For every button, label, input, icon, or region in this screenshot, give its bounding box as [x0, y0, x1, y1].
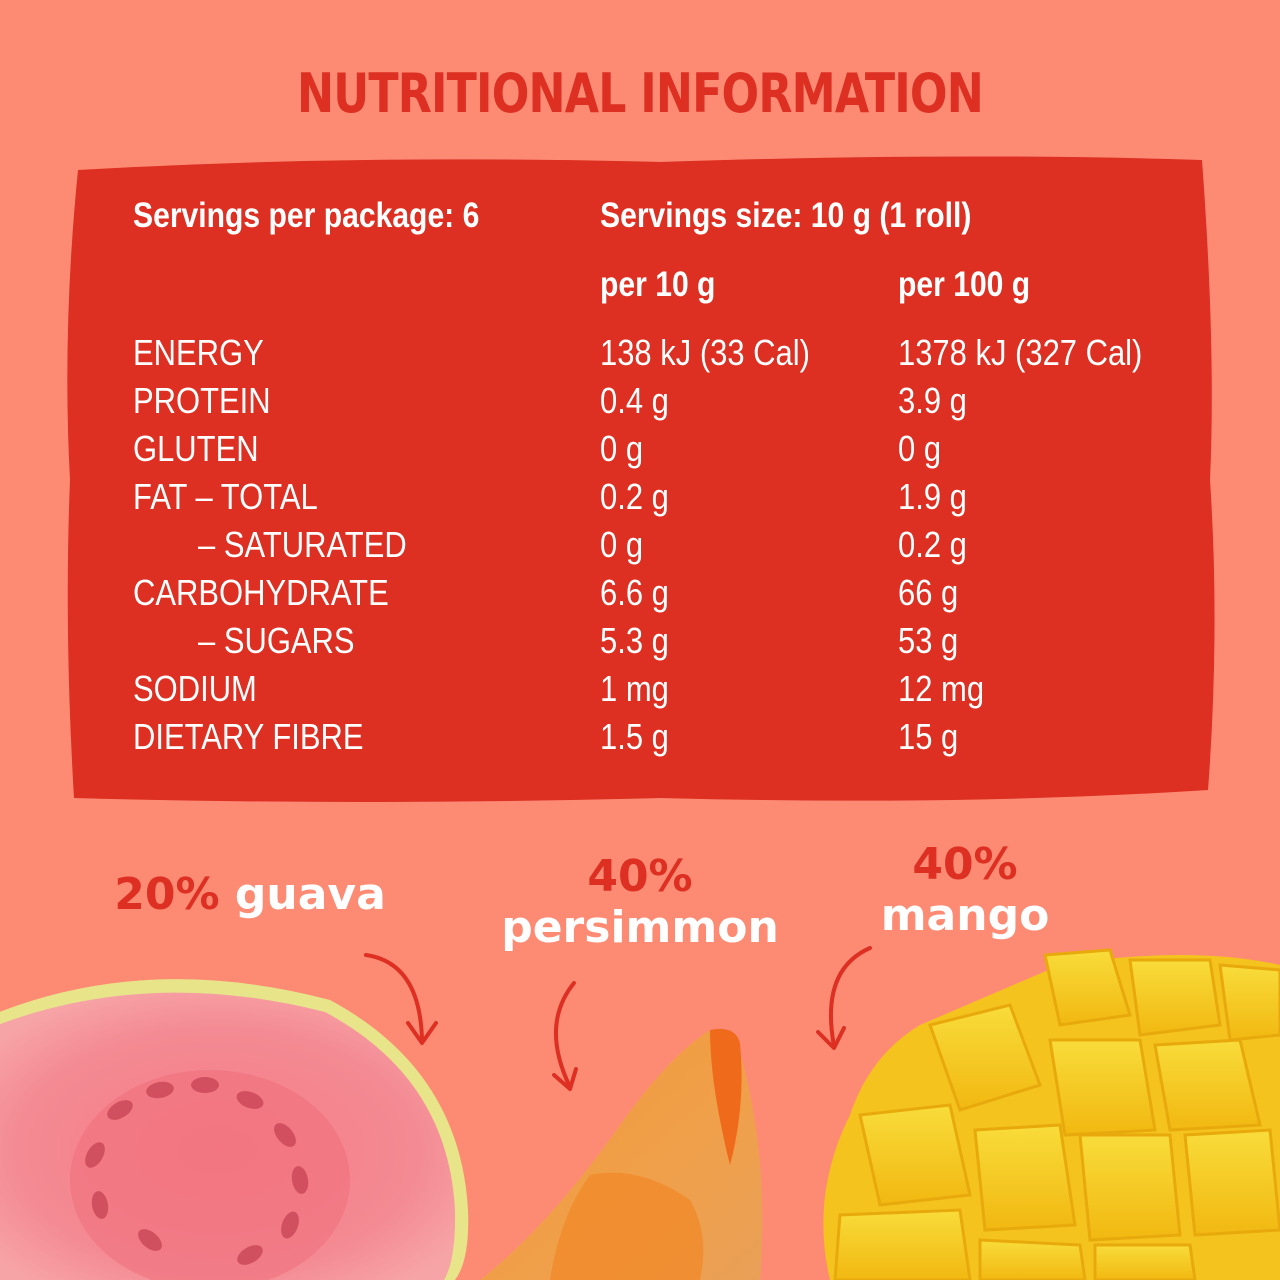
ingredient-percent: 20%	[114, 869, 220, 920]
value-dietary-fibre-per-100: 15 g	[898, 716, 959, 757]
ingredient-name: guava	[234, 869, 386, 920]
value-gluten-per-serving: 0 g	[600, 428, 644, 469]
row-label-carbohydrate: CARBOHYDRATE	[133, 572, 389, 613]
row-label-sugars: – SUGARS	[198, 620, 355, 661]
value-sugars-per-serving: 5.3 g	[600, 620, 669, 661]
ingredient-percent: 40%	[912, 839, 1018, 890]
serving-size: Servings size: 10 g (1 roll)	[600, 196, 972, 235]
ingredient-label-mango: 40% mango	[840, 839, 1090, 941]
mango-image	[823, 948, 1280, 1280]
row-label-saturated: – SATURATED	[198, 524, 407, 565]
value-carbohydrate-per-100: 66 g	[898, 572, 959, 613]
ingredient-label-persimmon: 40% persimmon	[480, 851, 800, 953]
value-energy-per-serving: 138 kJ (33 Cal)	[600, 332, 810, 373]
curved-arrow-icon	[816, 946, 872, 1050]
row-label-gluten: GLUTEN	[133, 428, 259, 469]
servings-per-package: Servings per package: 6	[133, 196, 480, 235]
value-sodium-per-100: 12 mg	[898, 668, 985, 709]
ingredient-name: mango	[880, 889, 1050, 941]
ingredient-name: persimmon	[501, 901, 779, 953]
ingredient-label-guava: 20% guava	[110, 869, 390, 921]
panel-background	[67, 156, 1215, 802]
persimmon-image	[480, 1028, 763, 1280]
value-sodium-per-serving: 1 mg	[600, 668, 669, 709]
curved-arrow-icon	[364, 953, 438, 1045]
row-label-protein: PROTEIN	[133, 380, 271, 421]
value-fat-total-per-serving: 0.2 g	[600, 476, 669, 517]
value-gluten-per-100: 0 g	[898, 428, 942, 469]
value-carbohydrate-per-serving: 6.6 g	[600, 572, 669, 613]
value-protein-per-100: 3.9 g	[898, 380, 967, 421]
row-label-fat-total: FAT – TOTAL	[133, 476, 318, 517]
row-label-energy: ENERGY	[133, 332, 264, 373]
column-header-per-100: per 100 g	[898, 265, 1031, 304]
value-dietary-fibre-per-serving: 1.5 g	[600, 716, 669, 757]
guava-image	[0, 979, 469, 1280]
value-sugars-per-100: 53 g	[898, 620, 959, 661]
row-label-dietary-fibre: DIETARY FIBRE	[133, 716, 364, 757]
value-energy-per-100: 1378 kJ (327 Cal)	[898, 332, 1143, 373]
value-saturated-per-serving: 0 g	[600, 524, 644, 565]
row-label-sodium: SODIUM	[133, 668, 257, 709]
value-saturated-per-100: 0.2 g	[898, 524, 967, 565]
value-fat-total-per-100: 1.9 g	[898, 476, 967, 517]
curved-arrow-icon	[552, 981, 578, 1091]
ingredient-percent: 40%	[587, 851, 693, 902]
column-header-per-serving: per 10 g	[600, 265, 716, 304]
nutrition-panel: Servings per package: 6 Servings size: 1…	[60, 150, 1220, 806]
value-protein-per-serving: 0.4 g	[600, 380, 669, 421]
page-title: NUTRITIONAL INFORMATION	[296, 62, 984, 125]
